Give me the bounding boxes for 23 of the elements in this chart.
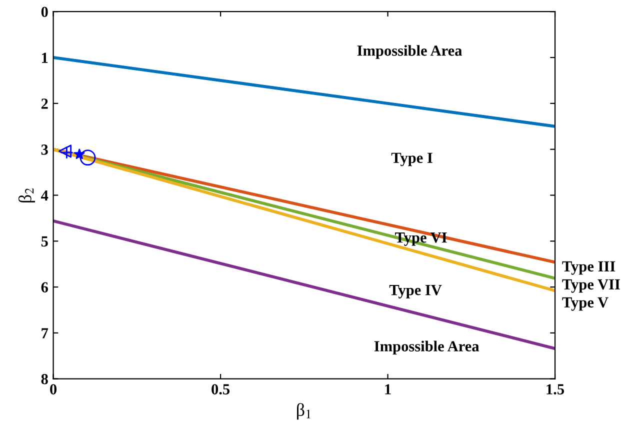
y-tick-label: 7 [42,328,48,338]
y-tick-label: 4 [41,190,48,201]
y-tick-label: 3 [41,144,48,155]
y-axis-title: β$_{2}$ [18,188,36,202]
series-label: Type VII [562,279,620,293]
annotation: Impossible Area [357,45,462,59]
series-label: Type V [562,297,608,311]
annotation: Type IV [389,285,442,298]
y-tick-label: 6 [41,282,48,292]
point [80,150,96,166]
y-tick-label: 2 [41,98,48,109]
x-tick-label: 0 [50,384,57,394]
annotation: Impossible Area [374,340,480,355]
x-axis-title: β$_{1}$ [297,403,310,420]
y-tick-label: 8 [41,374,48,384]
x-tick-label: 0.5 [212,384,230,395]
y-tick-label: 0 [41,6,48,18]
series-label: Type III [562,261,616,275]
x-tick-label: 1.5 [546,384,564,395]
x-tick-label: 1 [385,384,391,394]
y-tick-label: 1 [42,52,48,63]
annotation: Type I [391,152,432,166]
y-tick-label: 5 [41,236,48,247]
